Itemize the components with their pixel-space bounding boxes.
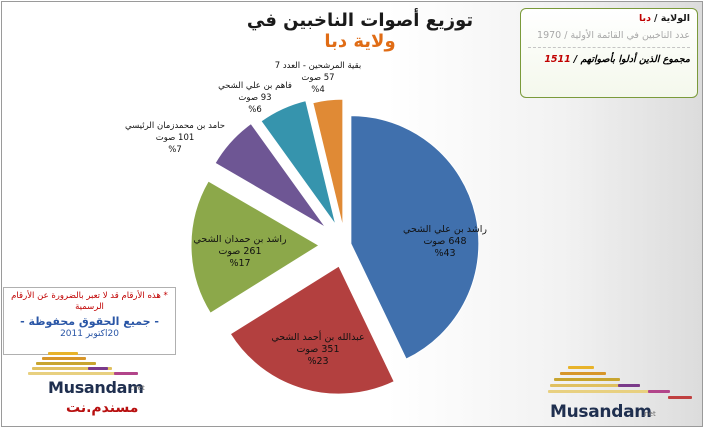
pie-slice [214,122,327,228]
state-label: الولاية / [654,13,690,24]
voters-value: 1970 [537,30,562,41]
pie-slice [260,99,337,226]
slice-label-percent: %23 [307,356,328,367]
voters-row: عدد الناخبين في القائمة الأولية / 1970 [528,30,690,41]
rights-text: - جميع الحقوق محفوظة - [20,315,159,328]
slice-label-name: بقية المرشحين - العدد 7 [275,61,362,71]
votes-value: 1511 [544,54,571,65]
slice-label-votes: 57 صوت [301,73,334,83]
chart-title: توزيع أصوات الناخبين في ولاية دبا [230,10,490,52]
slice-label-name: حامد بن محمدزمان الرئيسي [125,121,225,131]
slice-label-percent: %7 [168,145,182,155]
slice-label-votes: 261 صوت [218,246,261,257]
pie-slice [229,265,395,395]
logo-right: Musandam .net [548,364,698,424]
logo-left-latin: Musandam [48,378,144,397]
pie-slice [190,180,320,314]
slice-label-percent: %17 [229,258,250,269]
slice-label-votes: 351 صوت [296,344,339,355]
logo-left-arabic: مسندم.نت [66,400,139,416]
disclaimer-text: * هذه الأرقام قد لا تعبر بالضرورة عن الأ… [11,291,168,312]
slice-label-name: راشد بن حمدان الشحي [193,234,287,245]
slice-label-name: عبدالله بن أحمد الشحي [271,330,364,343]
slice-label-percent: %43 [434,248,455,259]
slice-label-percent: %4 [311,85,325,95]
info-separator [528,47,690,48]
logo-right-latin: Musandam [550,402,652,422]
voters-label: عدد الناخبين في القائمة الأولية / [564,30,690,41]
date-text: 20اكتوبر 2011 [60,329,119,339]
votes-row: مجموع الذين أدلوا بأصواتهم / 1511 [528,54,690,65]
disclaimer-box: * هذه الأرقام قد لا تعبر بالضرورة عن الأ… [3,287,176,355]
pie-slice [350,115,480,360]
pie-slice [312,98,344,228]
slice-label-name: راشد بن علي الشحي [403,224,487,235]
slice-label-percent: %6 [248,105,262,115]
slice-label-votes: 648 صوت [423,236,466,247]
chart-title-prefix: توزيع أصوات الناخبين في [246,10,474,31]
logo-left: Musandam .net مسندم.نت [28,350,158,420]
votes-label: مجموع الذين أدلوا بأصواتهم / [573,54,690,65]
chart-title-highlight: ولاية دبا [324,31,396,52]
logo-left-net: .net [131,384,145,392]
slice-label-name: فاهم بن علي الشحي [218,81,292,91]
slice-label-votes: 93 صوت [238,93,271,103]
state-row: الولاية / دبا [528,13,690,24]
logo-right-net: .net [642,410,656,418]
info-box: الولاية / دبا عدد الناخبين في القائمة ال… [520,8,698,98]
state-value: دبا [638,13,651,24]
slice-label-votes: 101 صوت [156,133,195,143]
